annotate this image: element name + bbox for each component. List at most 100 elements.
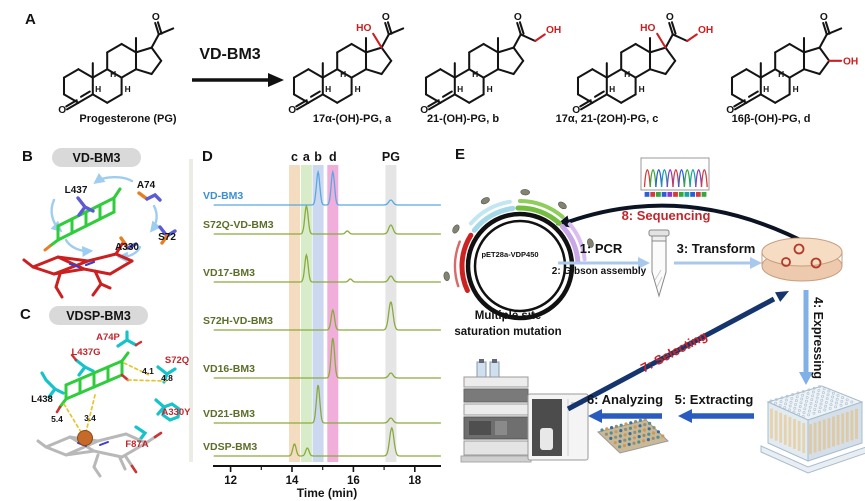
panel-c-title-pill: VDSP-BM3 xyxy=(49,306,148,325)
mutation-label-s72q: S72Q xyxy=(164,355,190,366)
distance-label-2: 4.8 xyxy=(161,373,173,383)
band-PG xyxy=(385,165,397,462)
svg-text:H: H xyxy=(778,69,784,79)
substrate-name: Progesterone (PG) xyxy=(79,113,177,125)
trace-label-VD16-BM3: VD16-BM3 xyxy=(203,363,255,375)
svg-text:H: H xyxy=(624,69,630,79)
step-analyzing-label: 6: Analyzing xyxy=(586,392,664,407)
svg-text:H: H xyxy=(487,84,493,94)
mutation-label-l437g: L437G xyxy=(71,347,101,358)
band-d xyxy=(327,165,339,462)
svg-text:H: H xyxy=(325,84,331,94)
svg-text:H: H xyxy=(793,84,799,94)
reaction-arrowhead xyxy=(268,73,284,87)
panel-b-title-pill: VD-BM3 xyxy=(52,148,141,167)
step-expressing-label: 4: Expressing xyxy=(811,297,825,379)
svg-text:H: H xyxy=(125,84,131,94)
svg-text:H: H xyxy=(472,69,478,79)
svg-text:O: O xyxy=(152,12,160,23)
x-axis-title: Time (min) xyxy=(297,486,357,500)
product-d-name: 16β-(OH)-PG, d xyxy=(731,113,811,125)
plasmid-caption-line1: Multiple site xyxy=(474,310,542,322)
step-transform-label: 3: Transform xyxy=(676,241,756,256)
plasmid-mutation-arcs xyxy=(443,189,594,293)
svg-text:OH: OH xyxy=(843,56,858,67)
colony-icon xyxy=(793,243,805,255)
svg-text:O: O xyxy=(820,12,828,23)
svg-text:O: O xyxy=(420,105,428,116)
band-a xyxy=(300,165,312,462)
distance-dashes xyxy=(63,362,167,433)
panel-c-label: C xyxy=(20,306,31,323)
trace-label-VDSP-BM3: VDSP-BM3 xyxy=(203,441,257,453)
svg-text:OH: OH xyxy=(546,25,561,36)
panel-e-label: E xyxy=(455,146,466,163)
trace-label-VD-BM3: VD-BM3 xyxy=(203,190,243,202)
svg-text:H: H xyxy=(95,84,101,94)
panel-c-title: VDSP-BM3 xyxy=(66,308,131,323)
trace-VDSP-BM3 xyxy=(213,426,441,457)
trace-label-VD17-BM3: VD17-BM3 xyxy=(203,267,255,279)
step-gibson-label: 2: Gibson assembly xyxy=(551,266,647,277)
analyzing-arrow xyxy=(588,409,662,423)
band-letter-d: d xyxy=(329,150,337,164)
svg-text:O: O xyxy=(514,12,522,23)
band-letter-a: a xyxy=(303,150,311,164)
svg-text:H: H xyxy=(457,84,463,94)
panel-b-title: VD-BM3 xyxy=(72,150,121,165)
residue-label-a330: A330 xyxy=(115,242,139,253)
svg-text:O: O xyxy=(382,12,390,23)
extracting-arrow xyxy=(678,409,754,423)
band-letter-c: c xyxy=(291,150,298,164)
distance-label-3: 5.4 xyxy=(51,414,63,424)
transform-arrow xyxy=(674,257,762,269)
product-c-name: 17α, 21-(2OH)-PG, c xyxy=(555,113,659,125)
svg-text:H: H xyxy=(110,69,116,79)
product-a-name: 17α-(OH)-PG, a xyxy=(312,113,392,125)
sequencing-trace-peaks xyxy=(643,169,708,197)
plasmid-name: pET28a-VDP450 xyxy=(481,250,539,259)
trace-label-S72Q-VD-BM3: S72Q-VD-BM3 xyxy=(203,219,274,231)
svg-text:OH: OH xyxy=(698,25,713,36)
trace-VD-BM3 xyxy=(213,169,441,206)
mutation-label-f87a: F87A xyxy=(125,439,149,450)
trace-VD21-BM3 xyxy=(213,384,441,424)
svg-text:H: H xyxy=(355,84,361,94)
progesterone-ligand-c xyxy=(58,351,130,409)
product-b-name: 21-(OH)-PG, b xyxy=(426,113,500,125)
colony-icon xyxy=(810,257,822,269)
svg-text:H: H xyxy=(340,69,346,79)
band-b xyxy=(312,165,324,462)
trace-VD16-BM3 xyxy=(213,337,441,379)
residue-label-l438: L438 xyxy=(31,394,53,405)
plasmid-outer-circle xyxy=(465,211,575,321)
svg-text:O: O xyxy=(572,105,580,116)
svg-text:O: O xyxy=(666,12,674,23)
svg-text:H: H xyxy=(609,84,615,94)
vd-bm3-active-site-model xyxy=(22,172,177,299)
heme-group-c xyxy=(36,432,148,478)
residue-label-l437: L437 xyxy=(64,185,88,196)
svg-text:H: H xyxy=(763,84,769,94)
mutant-residue-sticks xyxy=(40,330,181,443)
step-extracting-label: 5: Extracting xyxy=(674,392,754,407)
band-c xyxy=(289,165,300,462)
trace-label-VD21-BM3: VD21-BM3 xyxy=(203,408,255,420)
vial-rack-icon xyxy=(596,417,670,454)
distance-label-1: 4.1 xyxy=(142,366,154,376)
mutation-label-a330y: A330Y xyxy=(161,407,191,418)
panel-a-label: A xyxy=(25,11,36,28)
heme-group xyxy=(22,242,134,299)
svg-text:HO: HO xyxy=(640,23,655,34)
residue-label-a74: A74 xyxy=(136,180,156,191)
svg-text:H: H xyxy=(639,84,645,94)
trace-VD17-BM3 xyxy=(213,253,441,283)
